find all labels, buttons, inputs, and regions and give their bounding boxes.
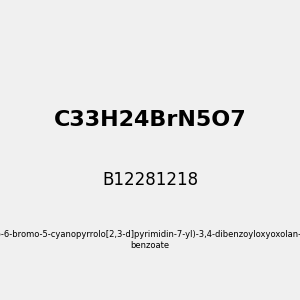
Text: B12281218: B12281218 xyxy=(102,171,198,189)
Text: C33H24BrN5O7: C33H24BrN5O7 xyxy=(54,110,246,130)
Text: [5-(4-Amino-6-bromo-5-cyanopyrrolo[2,3-d]pyrimidin-7-yl)-3,4-dibenzoyloxyoxolan-: [5-(4-Amino-6-bromo-5-cyanopyrrolo[2,3-d… xyxy=(0,230,300,250)
